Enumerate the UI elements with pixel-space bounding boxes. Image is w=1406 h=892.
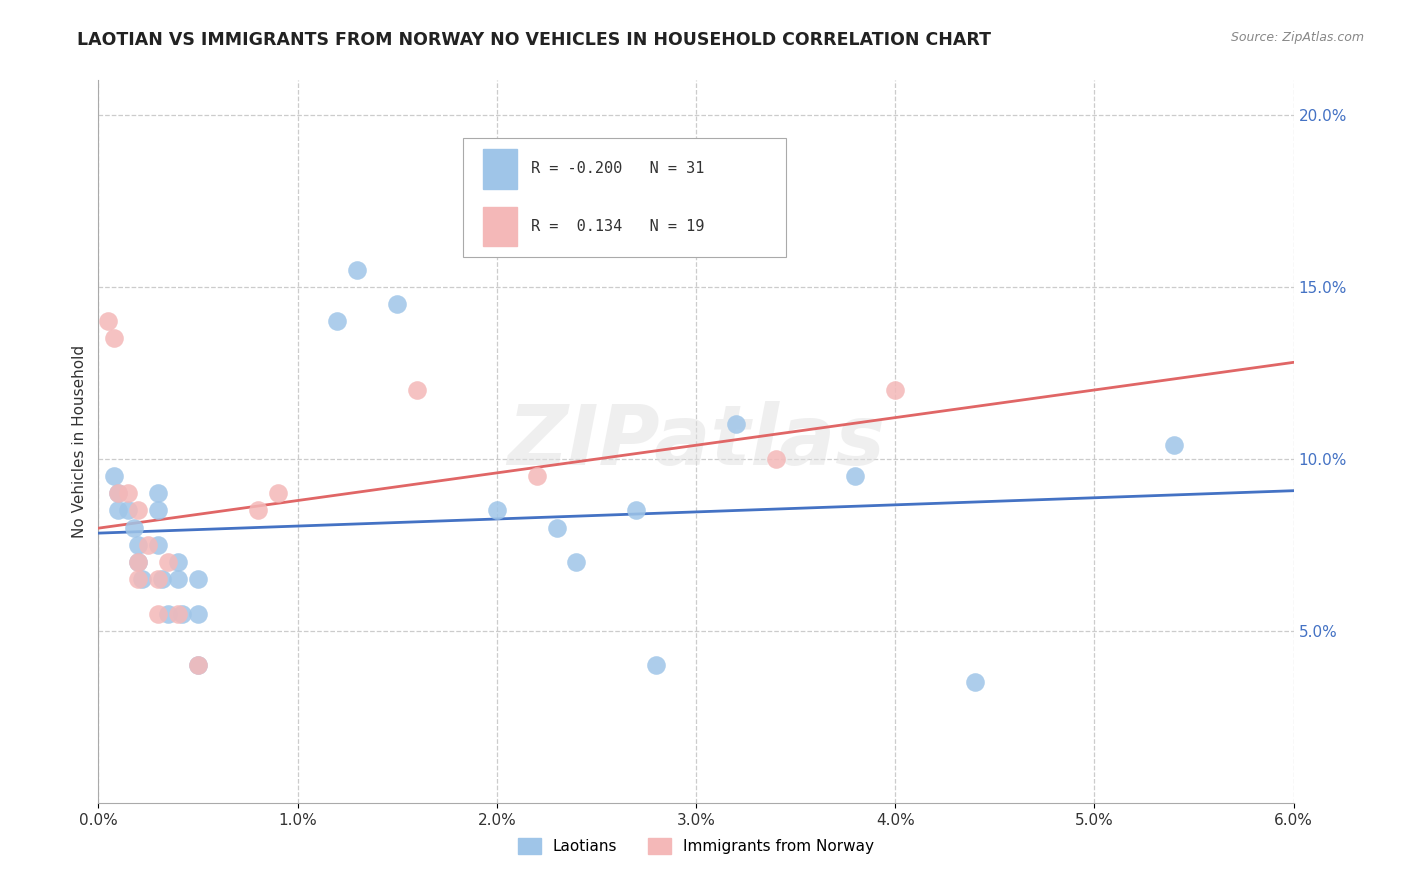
Point: [385, 297, 409, 311]
Y-axis label: No Vehicles in Household: No Vehicles in Household: [72, 345, 87, 538]
Point: [148, 486, 170, 500]
Point: [127, 503, 149, 517]
Point: [884, 383, 907, 397]
Text: ZIPatlas: ZIPatlas: [508, 401, 884, 482]
Point: [97, 314, 120, 328]
Point: [124, 520, 146, 534]
Point: [485, 503, 508, 517]
Point: [167, 607, 190, 621]
Point: [326, 314, 349, 328]
Point: [844, 469, 866, 483]
FancyBboxPatch shape: [463, 138, 786, 257]
Point: [107, 486, 129, 500]
Point: [526, 469, 548, 483]
Point: [765, 451, 787, 466]
Point: [127, 538, 149, 552]
Point: [246, 503, 269, 517]
Point: [346, 262, 368, 277]
Point: [148, 503, 170, 517]
Point: [167, 572, 190, 586]
Point: [127, 555, 149, 569]
Point: [127, 572, 149, 586]
Point: [167, 555, 190, 569]
Point: [107, 486, 129, 500]
Point: [148, 572, 170, 586]
Point: [963, 675, 986, 690]
Point: [406, 383, 429, 397]
Text: R = -0.200   N = 31: R = -0.200 N = 31: [531, 161, 704, 177]
Point: [103, 331, 125, 345]
Legend: Laotians, Immigrants from Norway: Laotians, Immigrants from Norway: [512, 832, 880, 860]
Point: [187, 572, 209, 586]
Point: [150, 572, 173, 586]
Point: [565, 555, 588, 569]
Point: [546, 520, 568, 534]
Point: [157, 555, 180, 569]
Text: Source: ZipAtlas.com: Source: ZipAtlas.com: [1230, 31, 1364, 45]
Point: [267, 486, 290, 500]
Point: [127, 555, 149, 569]
Point: [103, 469, 125, 483]
Point: [1163, 438, 1185, 452]
Point: [626, 503, 648, 517]
Point: [117, 486, 139, 500]
Point: [148, 538, 170, 552]
Text: LAOTIAN VS IMMIGRANTS FROM NORWAY NO VEHICLES IN HOUSEHOLD CORRELATION CHART: LAOTIAN VS IMMIGRANTS FROM NORWAY NO VEH…: [77, 31, 991, 49]
Point: [107, 503, 129, 517]
Point: [645, 658, 668, 673]
Bar: [484, 149, 517, 189]
Point: [187, 658, 209, 673]
Point: [187, 607, 209, 621]
Point: [136, 538, 159, 552]
Point: [148, 607, 170, 621]
Point: [117, 503, 139, 517]
Text: R =  0.134   N = 19: R = 0.134 N = 19: [531, 219, 704, 234]
Point: [172, 607, 194, 621]
Point: [187, 658, 209, 673]
Bar: [484, 207, 517, 246]
Point: [131, 572, 153, 586]
Point: [724, 417, 747, 432]
Point: [157, 607, 180, 621]
